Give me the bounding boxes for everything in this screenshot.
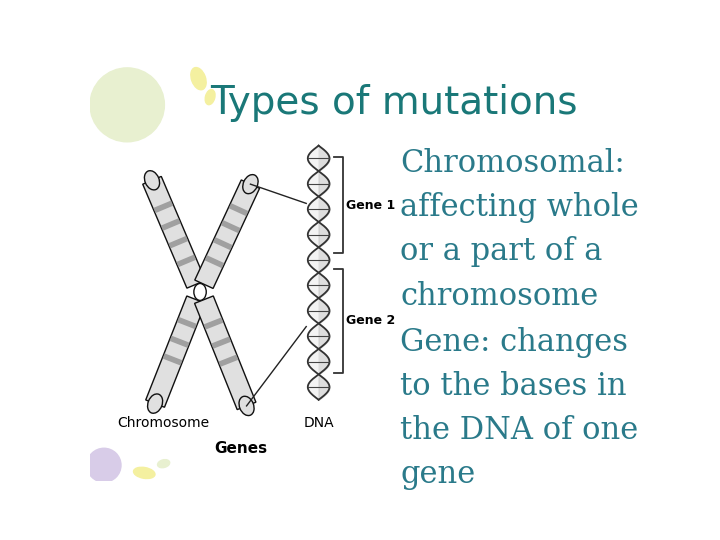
Text: Chromosomal:
affecting whole
or a part of a
chromosome: Chromosomal: affecting whole or a part o… bbox=[400, 148, 639, 312]
Polygon shape bbox=[168, 236, 188, 248]
Text: Types of mutations: Types of mutations bbox=[210, 84, 577, 122]
Polygon shape bbox=[213, 237, 233, 250]
Text: Chromosome: Chromosome bbox=[117, 416, 210, 430]
Polygon shape bbox=[194, 296, 256, 410]
Polygon shape bbox=[170, 336, 189, 348]
Ellipse shape bbox=[205, 90, 215, 105]
Polygon shape bbox=[143, 177, 205, 288]
Polygon shape bbox=[145, 296, 205, 407]
Polygon shape bbox=[204, 255, 224, 268]
Polygon shape bbox=[163, 353, 182, 366]
Ellipse shape bbox=[148, 394, 163, 413]
Circle shape bbox=[87, 448, 121, 482]
Text: DNA: DNA bbox=[303, 416, 334, 430]
Ellipse shape bbox=[194, 284, 206, 300]
Ellipse shape bbox=[158, 460, 170, 468]
Ellipse shape bbox=[191, 68, 206, 90]
Polygon shape bbox=[176, 254, 196, 267]
Polygon shape bbox=[221, 220, 240, 233]
Polygon shape bbox=[161, 218, 181, 231]
Polygon shape bbox=[218, 355, 238, 367]
Text: Genes: Genes bbox=[215, 441, 268, 456]
Ellipse shape bbox=[145, 171, 160, 190]
Polygon shape bbox=[211, 336, 231, 349]
Polygon shape bbox=[229, 203, 248, 216]
Circle shape bbox=[90, 68, 164, 142]
Ellipse shape bbox=[243, 174, 258, 194]
Text: Gene 2: Gene 2 bbox=[346, 314, 395, 327]
Polygon shape bbox=[204, 318, 223, 329]
Polygon shape bbox=[177, 317, 197, 329]
Polygon shape bbox=[195, 180, 260, 288]
Text: Gene 1: Gene 1 bbox=[346, 199, 395, 212]
Text: Gene: changes
to the bases in
the DNA of one
gene: Gene: changes to the bases in the DNA of… bbox=[400, 327, 638, 490]
Ellipse shape bbox=[239, 396, 254, 416]
Ellipse shape bbox=[133, 467, 155, 478]
Polygon shape bbox=[153, 200, 174, 213]
